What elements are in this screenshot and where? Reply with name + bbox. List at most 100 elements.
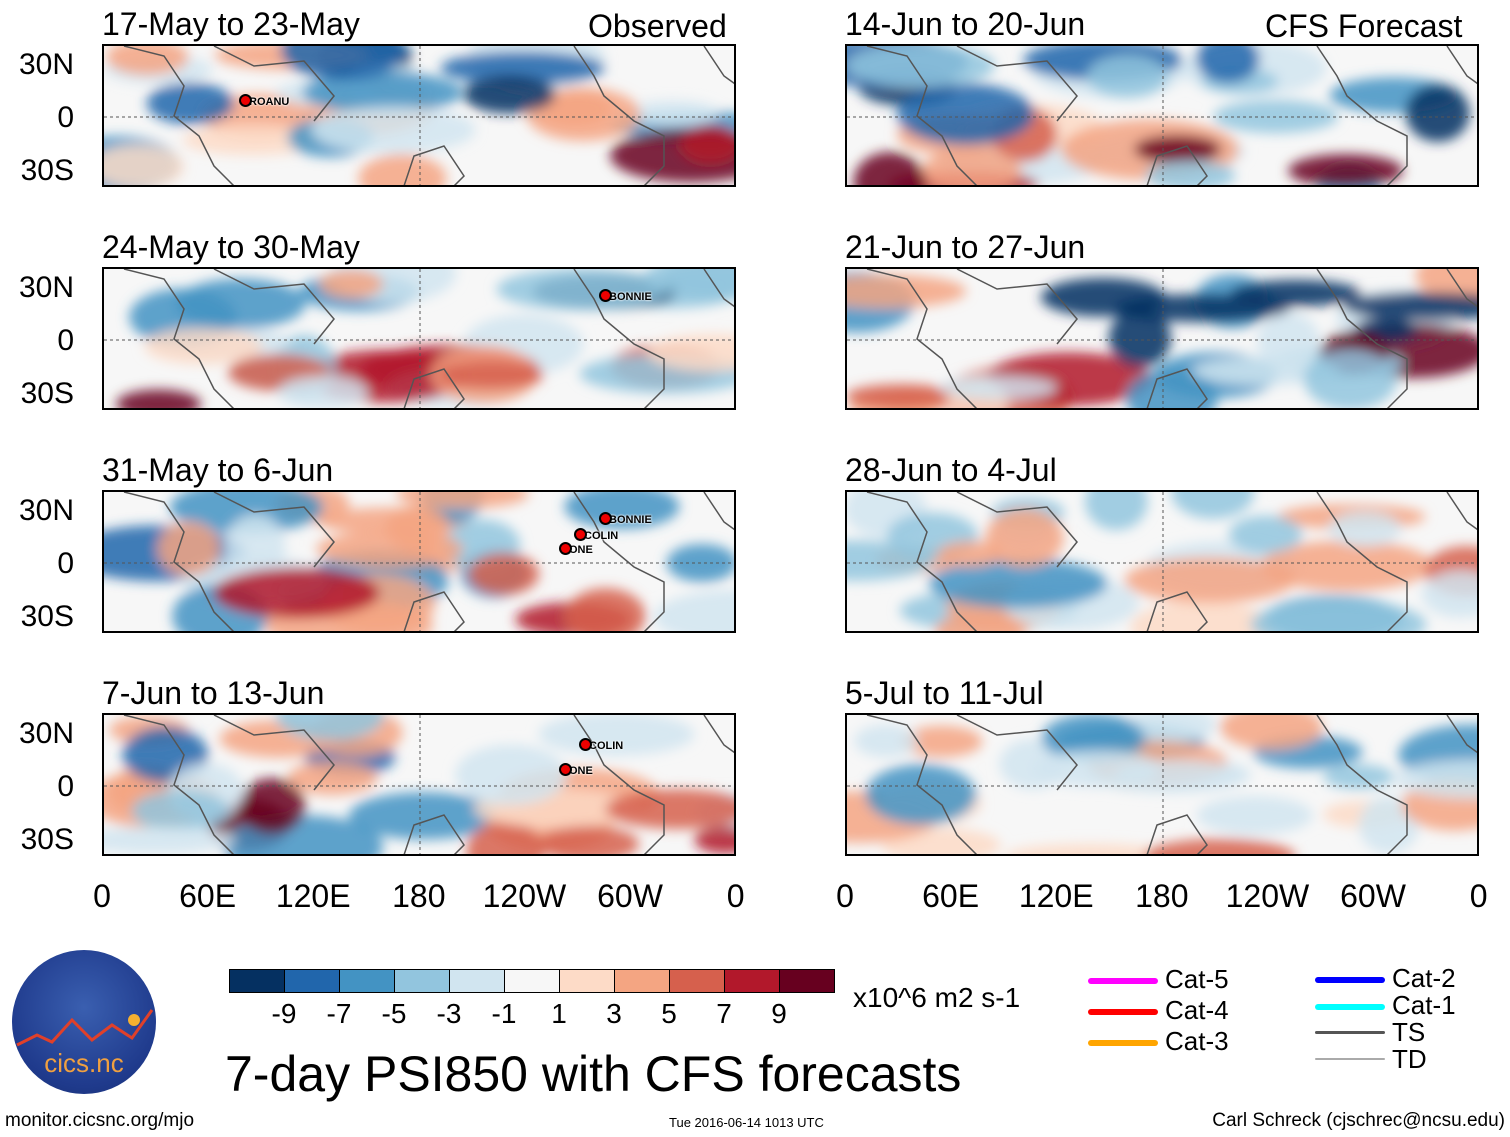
legend-line-cat-2 <box>1315 977 1385 983</box>
map-panel-left-1: ROANU <box>102 44 736 187</box>
lat-label: 30S <box>20 823 74 856</box>
lat-label: 30S <box>20 600 74 633</box>
map-panel-right-4 <box>845 713 1479 856</box>
colorbar-tick: -5 <box>381 998 407 1029</box>
footer-credit: Carl Schreck (cjschrec@ncsu.edu) <box>1212 1110 1505 1131</box>
lon-label: 60E <box>179 878 237 914</box>
map-panel-right-1 <box>845 44 1479 187</box>
legend-label: Cat-5 <box>1165 964 1229 994</box>
legend-label: TD <box>1392 1044 1427 1074</box>
panel-title: 24-May to 30-May <box>102 229 360 265</box>
lat-label: 30S <box>20 154 74 187</box>
lat-label: 0 <box>57 770 74 803</box>
panel-title: 31-May to 6-Jun <box>102 452 334 488</box>
lon-label: 120E <box>275 878 351 914</box>
storm-track-label: ROANU <box>238 94 290 108</box>
map-panel-right-3 <box>845 490 1479 633</box>
legend-label: Cat-4 <box>1165 995 1229 1025</box>
figure-title: 7-day PSI850 with CFS forecasts <box>225 1046 962 1102</box>
colorbar-tick: -1 <box>491 998 517 1029</box>
lat-label: 30N <box>18 494 74 527</box>
legend-line-cat-3 <box>1088 1040 1158 1046</box>
footer-url[interactable]: monitor.cicsnc.org/mjo <box>5 1110 195 1131</box>
legend-label: Cat-1 <box>1392 990 1456 1020</box>
map-panel-left-2: BONNIE <box>102 267 736 410</box>
colorbar-swatch <box>450 970 505 992</box>
lat-label: 30N <box>18 717 74 750</box>
legend-label: TS <box>1392 1017 1426 1047</box>
lon-label: 0 <box>836 878 854 914</box>
colorbar-tick: 1 <box>551 998 567 1029</box>
colorbar-swatch <box>340 970 395 992</box>
lon-label: 120W <box>482 878 567 914</box>
storm-track-label: COLIN <box>573 528 619 542</box>
lat-label: 30S <box>20 377 74 410</box>
panel-title: 5-Jul to 11-Jul <box>845 675 1044 711</box>
colorbar-tick: 3 <box>606 998 622 1029</box>
lat-label: 0 <box>57 101 74 134</box>
logo-text: cics.nc <box>44 1048 124 1078</box>
colorbar-tick: -7 <box>326 998 352 1029</box>
lon-label: 0 <box>726 878 745 914</box>
panel-title: 7-Jun to 13-Jun <box>102 675 325 711</box>
legend-line-cat-1 <box>1315 1004 1385 1010</box>
lon-label: 60W <box>597 878 663 914</box>
psi-anomaly-field <box>104 492 734 631</box>
panel-title: 28-Jun to 4-Jul <box>845 452 1057 488</box>
lon-label: 0 <box>1469 878 1488 914</box>
psi-anomaly-field <box>104 715 734 854</box>
legend-label: Cat-2 <box>1392 963 1456 993</box>
observed-header: Observed <box>588 8 727 44</box>
cicsnc-logo: cics.nc <box>12 950 156 1094</box>
lon-label: 120W <box>1225 878 1310 914</box>
colorbar-tick: 7 <box>716 998 732 1029</box>
psi-anomaly-field <box>847 492 1477 631</box>
psi-anomaly-field <box>104 269 734 408</box>
psi-anomaly-field <box>104 46 734 185</box>
colorbar <box>229 969 835 993</box>
lat-label: 30N <box>18 48 74 81</box>
lon-label: 180 <box>392 878 446 914</box>
colorbar-swatch <box>560 970 615 992</box>
footer-timestamp: Tue 2016-06-14 1013 UTC <box>669 1115 824 1130</box>
legend-line-td <box>1315 1058 1385 1060</box>
colorbar-tick: -9 <box>271 998 297 1029</box>
storm-track-label: BONNIE <box>599 512 652 526</box>
legend-line-cat-4 <box>1088 1009 1158 1015</box>
colorbar-swatch <box>725 970 780 992</box>
lon-label: 60W <box>1340 878 1406 914</box>
colorbar-swatch <box>670 970 725 992</box>
forecast-header: CFS Forecast <box>1265 8 1463 44</box>
lon-label: 180 <box>1135 878 1189 914</box>
storm-track-label: BONNIE <box>599 289 652 303</box>
lat-label: 30N <box>18 271 74 304</box>
colorbar-units: x10^6 m2 s-1 <box>853 982 1021 1013</box>
lon-label: 120E <box>1018 878 1094 914</box>
lon-label: 0 <box>93 878 111 914</box>
storm-track-label: COLIN <box>578 738 624 752</box>
panel-title: 21-Jun to 27-Jun <box>845 229 1086 265</box>
lon-label: 60E <box>922 878 980 914</box>
colorbar-swatch <box>505 970 560 992</box>
legend-line-cat-5 <box>1088 978 1158 984</box>
psi-anomaly-field <box>847 269 1477 408</box>
legend-label: Cat-3 <box>1165 1026 1229 1056</box>
colorbar-swatch <box>780 970 834 992</box>
lat-label: 0 <box>57 547 74 580</box>
map-panel-left-3: BONNIE COLIN ONE <box>102 490 736 633</box>
panel-title: 17-May to 23-May <box>102 6 360 42</box>
colorbar-tick: -3 <box>436 998 462 1029</box>
psi-anomaly-field <box>847 715 1477 854</box>
map-panel-left-4: COLIN ONE <box>102 713 736 856</box>
colorbar-tick: 9 <box>771 998 787 1029</box>
storm-track-label: ONE <box>559 763 593 777</box>
colorbar-swatch <box>615 970 670 992</box>
colorbar-swatch <box>230 970 285 992</box>
panel-title: 14-Jun to 20-Jun <box>845 6 1086 42</box>
psi-anomaly-field <box>847 46 1477 185</box>
lat-label: 0 <box>57 324 74 357</box>
map-panel-right-2 <box>845 267 1479 410</box>
colorbar-swatch <box>285 970 340 992</box>
colorbar-swatch <box>395 970 450 992</box>
